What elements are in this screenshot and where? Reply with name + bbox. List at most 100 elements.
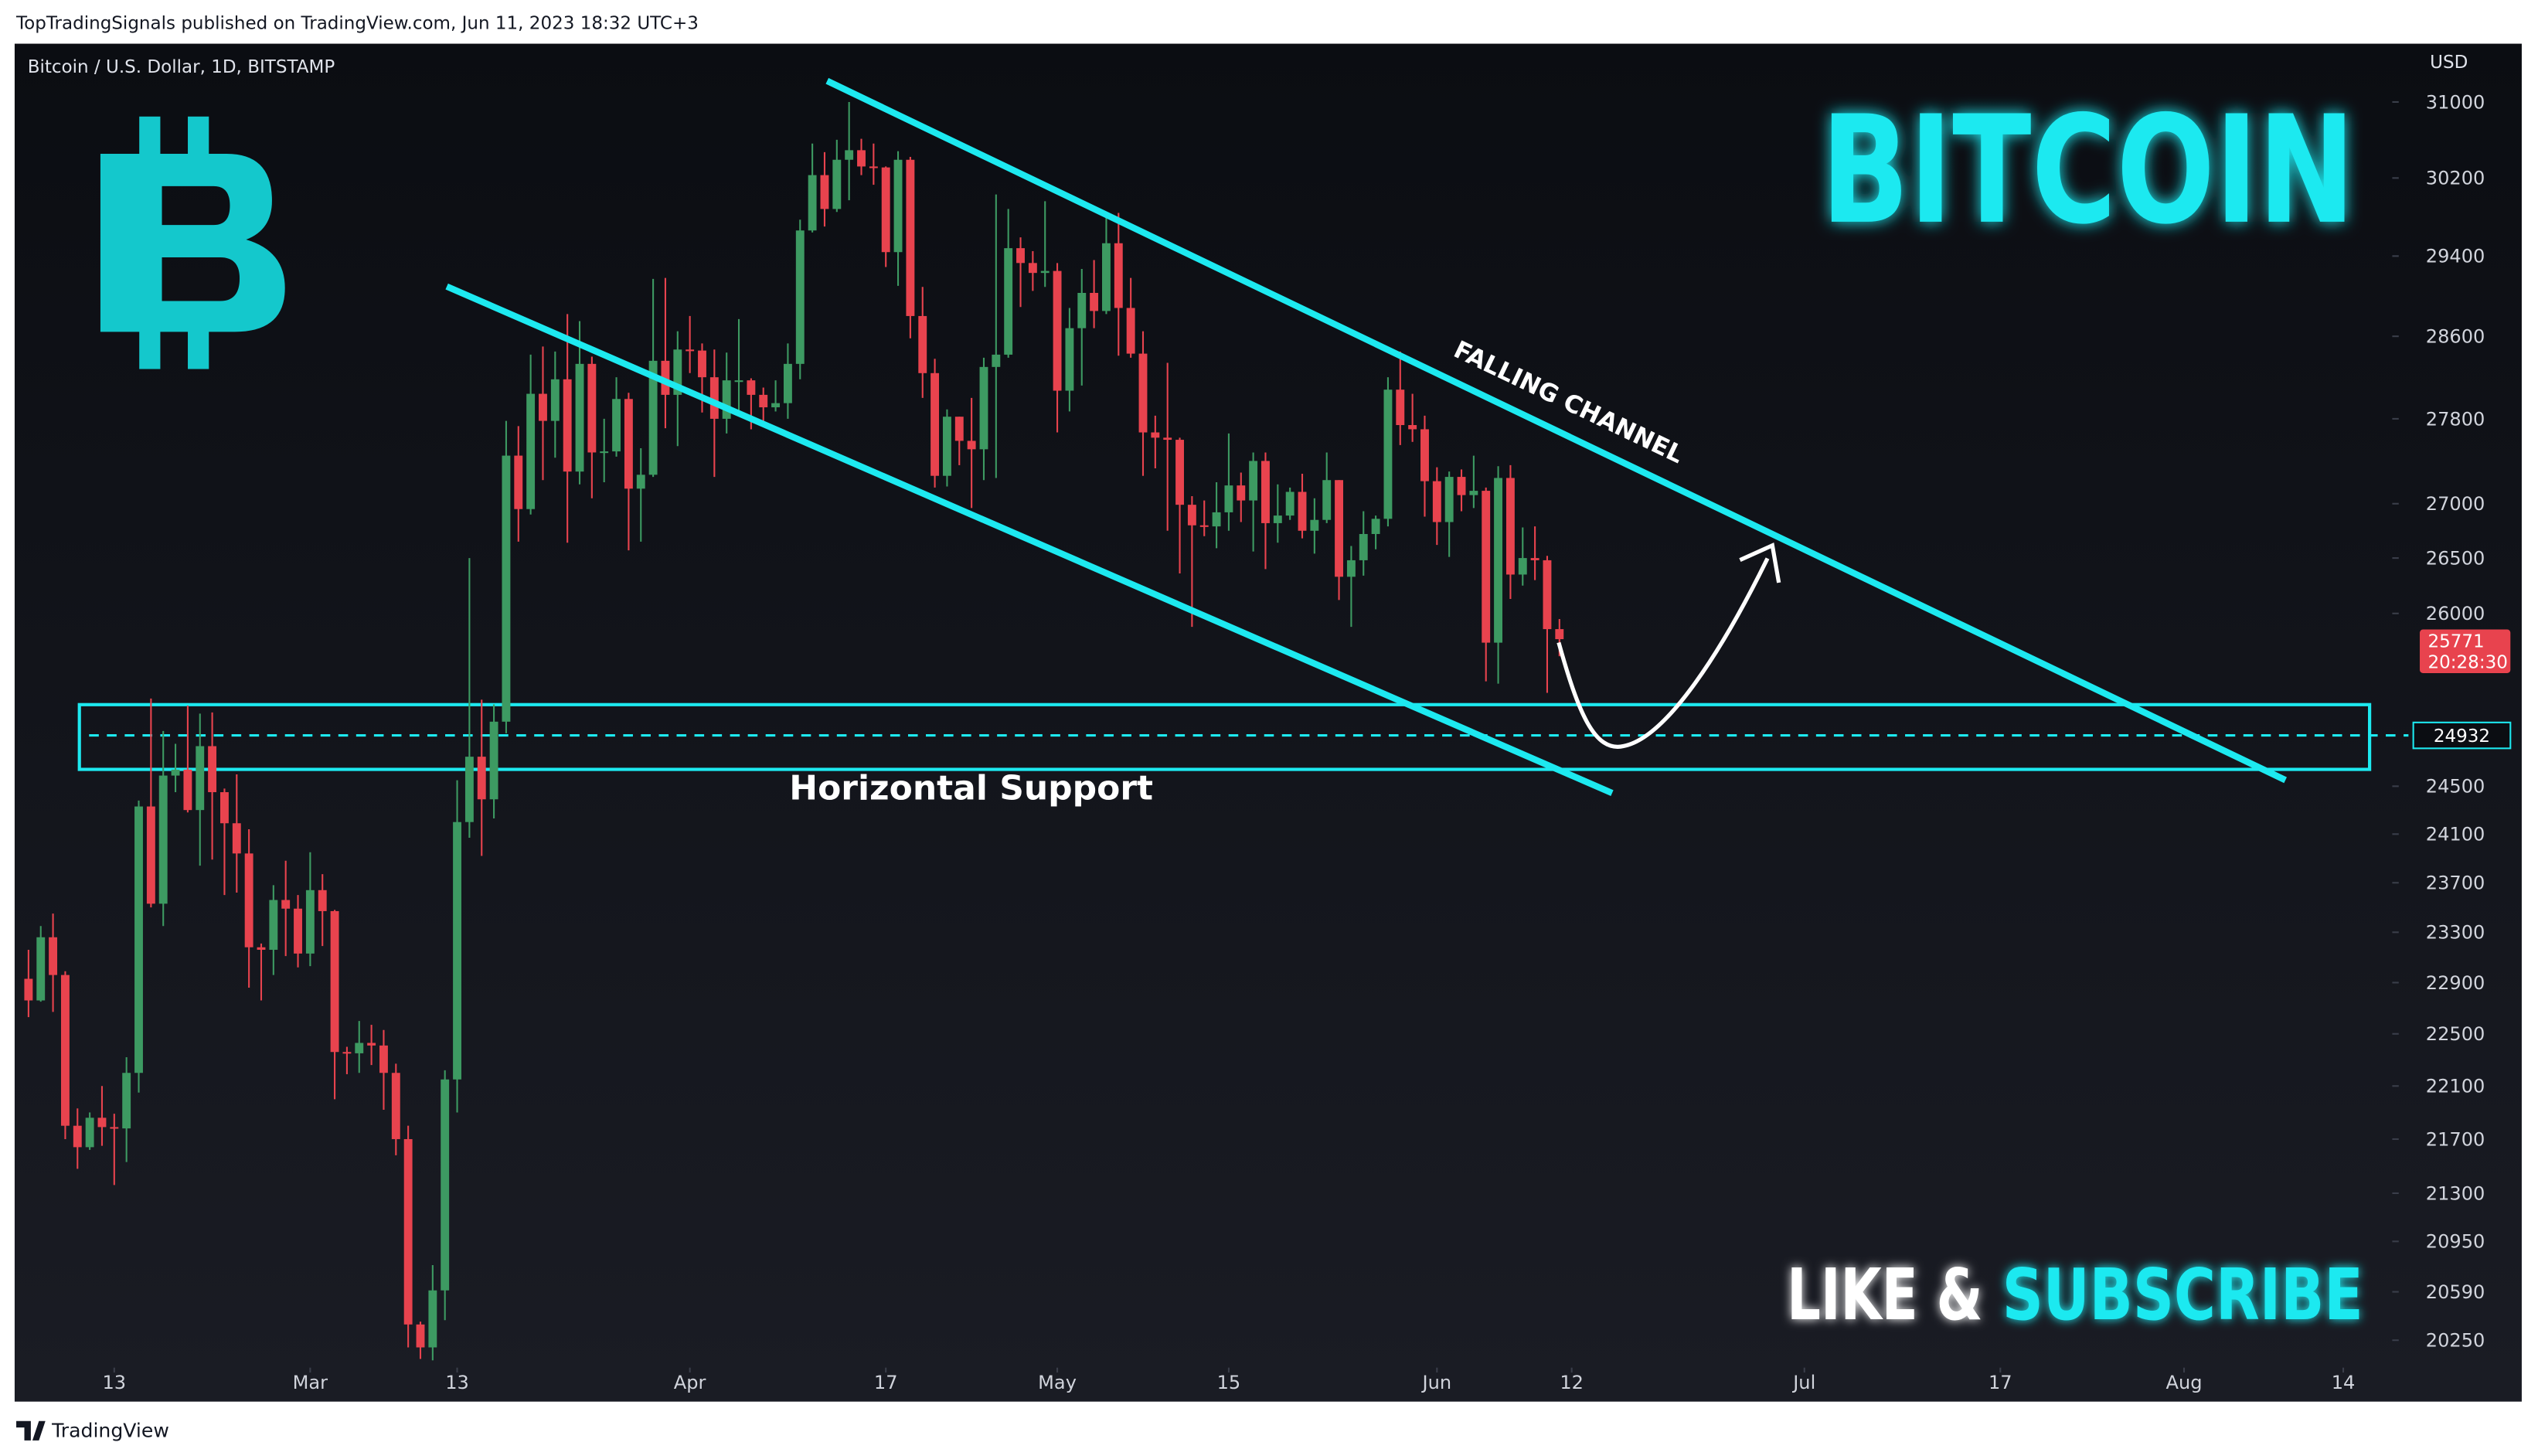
channel-upper: [825, 77, 2288, 784]
candle-body: [281, 900, 291, 909]
symbol-info: Bitcoin / U.S. Dollar, 1D, BITSTAMP: [28, 57, 335, 77]
y-tick-label: 28600: [2426, 326, 2485, 348]
y-tick-label: 26000: [2426, 603, 2485, 624]
candle-body: [49, 937, 58, 975]
candle-body: [930, 373, 940, 476]
y-tick-label: 22900: [2426, 972, 2485, 994]
candle-body: [1151, 432, 1160, 438]
logo-bar: [139, 116, 161, 158]
headline: BITCOIN: [1821, 84, 2355, 257]
candle-body: [1090, 292, 1099, 311]
y-tick-label: 27800: [2426, 408, 2485, 430]
candle-body: [1237, 485, 1246, 501]
candle-body: [698, 350, 706, 378]
candle-body: [759, 394, 768, 408]
candle-body: [1224, 485, 1233, 512]
candle-body: [146, 806, 155, 904]
candle-body: [783, 363, 792, 403]
candle-body: [305, 890, 315, 954]
candle-body: [612, 399, 621, 452]
candle-body: [1261, 461, 1270, 523]
candle-body: [1187, 505, 1196, 526]
countdown: 20:28:30: [2427, 653, 2507, 673]
x-tick-label: Aug: [2165, 1372, 2202, 1393]
candle-body: [1163, 437, 1172, 441]
candle-body: [808, 175, 817, 231]
x-tick-label: Mar: [293, 1372, 328, 1393]
x-tick-label: 12: [1560, 1372, 1584, 1393]
candle-body: [1494, 478, 1503, 643]
y-tick-label: 21700: [2426, 1128, 2485, 1150]
candle-body: [942, 417, 951, 476]
candle-body: [1249, 461, 1258, 501]
candle-body: [857, 150, 866, 167]
cta-like: LIKE &: [1787, 1253, 1982, 1336]
candle-body: [832, 159, 842, 209]
candle-body: [1077, 292, 1087, 328]
candle-body: [477, 757, 486, 800]
logo-bar: [188, 328, 209, 369]
candle-body: [110, 1127, 119, 1129]
candle-body: [1555, 629, 1564, 640]
last-price: 25771: [2427, 632, 2484, 652]
candle-body: [60, 975, 70, 1126]
candle-body: [954, 417, 964, 441]
candle-body: [294, 908, 302, 954]
candle-body: [1335, 480, 1343, 577]
y-tick-label: 29400: [2426, 246, 2485, 267]
candle-body: [1273, 515, 1282, 523]
plot-area: 31000 30200 29400 28600 27800 27000 26500 26000…: [24, 91, 2512, 1393]
candle-body: [1310, 519, 1319, 531]
candle-body: [403, 1138, 413, 1325]
candle-body: [1396, 390, 1405, 426]
candle-body: [1346, 560, 1356, 577]
cta-subscribe: SUBSCRIBE: [2002, 1253, 2363, 1336]
candle-body: [1212, 512, 1221, 527]
footer-logo: TradingView: [16, 1420, 169, 1442]
candle-body: [1383, 390, 1393, 519]
y-tick-label: 22500: [2426, 1023, 2485, 1045]
candle-body: [624, 399, 633, 489]
candle-body: [1371, 519, 1380, 534]
candle-body: [1359, 533, 1368, 560]
candle-body: [1530, 558, 1539, 560]
x-tick-label: 15: [1217, 1372, 1241, 1393]
candle-body: [979, 366, 988, 450]
candle-body: [342, 1052, 352, 1054]
candle-body: [795, 230, 805, 364]
logo-bar: [188, 116, 209, 158]
candle-body: [122, 1073, 131, 1129]
candle-body: [1053, 270, 1062, 391]
candle-body: [1016, 248, 1025, 264]
candle-body: [134, 806, 143, 1073]
candle-body: [355, 1043, 364, 1053]
logo-b: [100, 153, 285, 332]
candle-body: [1432, 481, 1441, 522]
candle-body: [550, 379, 560, 421]
candle-body: [1505, 478, 1515, 575]
candle-body: [171, 769, 180, 776]
candle-body: [244, 853, 253, 947]
candle-body: [992, 354, 1001, 367]
y-tick-label: 20950: [2426, 1231, 2485, 1253]
candle-body: [869, 166, 878, 168]
chart-panel: [14, 43, 2522, 1402]
y-tick-label: 22100: [2426, 1076, 2485, 1097]
x-tick-label: 13: [445, 1372, 469, 1393]
candle-body: [489, 721, 498, 800]
candle-body: [514, 455, 523, 509]
candle-body: [845, 150, 854, 160]
candle-body: [1444, 477, 1454, 522]
candle-body: [183, 769, 192, 811]
candle-body: [661, 360, 670, 395]
candle-body: [747, 380, 756, 395]
x-tick-label: Jul: [1791, 1372, 1815, 1393]
candle-body: [24, 978, 33, 1001]
y-tick-label: 30200: [2426, 168, 2485, 189]
candle-body: [893, 159, 903, 253]
y-tick-label: 20590: [2426, 1281, 2485, 1303]
candle-body: [502, 455, 511, 722]
candle-body: [575, 363, 584, 472]
last-price-box: [2420, 629, 2511, 674]
